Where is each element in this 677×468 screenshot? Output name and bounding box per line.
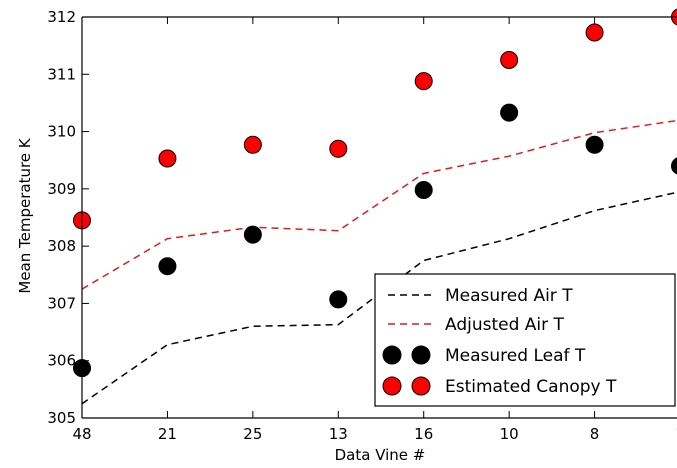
measured-leaf-t-point (671, 157, 677, 175)
measured-leaf-t-point (158, 257, 177, 276)
measured-leaf-t-point (414, 181, 433, 200)
y-tick-label: 308 (47, 237, 76, 255)
y-tick-label: 311 (47, 65, 76, 83)
x-tick-label: 1 (675, 425, 677, 443)
estimated-canopy-t-point (414, 72, 433, 91)
y-tick-label: 312 (47, 8, 76, 26)
x-axis-label: Data Vine # (335, 446, 426, 464)
legend: Measured Air T Adjusted Air T Measured Lea… (374, 273, 676, 407)
y-tick-label: 309 (47, 180, 76, 198)
x-tick-label: 16 (414, 425, 433, 443)
y-tick-label: 307 (47, 294, 76, 312)
estimated-canopy-t-point (585, 23, 604, 42)
measured-leaf-t-point (500, 103, 519, 122)
axes: 305 306 307 308 309 310 311 312 48 21 25 13 16 10 8 1 (47, 8, 677, 443)
legend-adjusted-air-t-label: Adjusted Air T (445, 315, 565, 335)
measured-leaf-t-point (585, 135, 604, 154)
legend-estimated-canopy-t-marker (382, 376, 402, 396)
estimated-canopy-t-point (243, 135, 262, 154)
y-tick-label: 310 (47, 123, 76, 141)
legend-measured-air-t-label: Measured Air T (445, 286, 573, 306)
y-tick-label: 305 (47, 409, 76, 427)
x-tick-label: 13 (329, 425, 348, 443)
legend-measured-leaf-t-marker (382, 345, 402, 365)
legend-estimated-canopy-t-marker (411, 376, 431, 396)
estimated-canopy-t-point (329, 139, 348, 158)
measured-leaf-t-point (329, 290, 348, 309)
y-tick-label: 306 (47, 352, 76, 370)
legend-measured-leaf-t-marker (411, 345, 431, 365)
x-tick-label: 48 (72, 425, 91, 443)
x-tick-label: 21 (158, 425, 177, 443)
x-tick-label: 25 (243, 425, 262, 443)
series-line-adjusted-air-t (81, 119, 677, 290)
x-tick-label: 8 (590, 425, 600, 443)
estimated-canopy-t-point (500, 50, 519, 69)
y-axis-label: Mean Temperature K (16, 137, 34, 293)
x-tick-label: 10 (500, 425, 519, 443)
legend-estimated-canopy-t-label: Estimated Canopy T (445, 377, 617, 397)
legend-measured-leaf-t-label: Measured Leaf T (445, 346, 586, 366)
estimated-canopy-t-point (158, 149, 177, 168)
measured-leaf-t-point (243, 225, 262, 244)
